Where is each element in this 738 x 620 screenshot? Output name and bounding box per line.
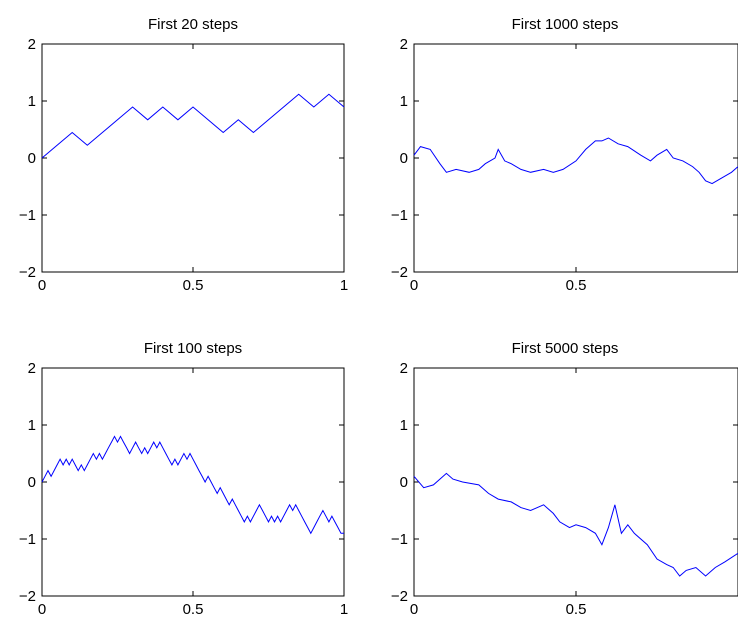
y-tick-label: −1	[391, 207, 408, 224]
y-tick-label: 2	[28, 36, 36, 53]
x-tick-label: 0.5	[566, 601, 587, 618]
y-tick-label: 1	[28, 417, 36, 434]
axis-ticks: −2 −1 0 1 2 0 0.5	[391, 36, 738, 294]
y-tick-label: 1	[400, 417, 408, 434]
y-tick-label: 1	[400, 93, 408, 110]
axis-ticks: −2 −1 0 1 2 0 0.5 1	[19, 36, 348, 294]
axis-ticks: −2 −1 0 1 2 0 0.5 1	[19, 360, 348, 618]
x-tick-label: 0.5	[183, 277, 204, 294]
panel-first-1000-steps: First 1000 steps −2 −1 0 1 2 0 0.5	[391, 16, 738, 294]
axes-box	[41, 43, 345, 273]
data-line	[413, 137, 738, 185]
y-tick-label: −2	[19, 588, 36, 605]
panel-title: First 1000 steps	[512, 16, 619, 33]
panel-title: First 100 steps	[144, 340, 242, 357]
y-tick-label: 2	[28, 360, 36, 377]
y-tick-label: −1	[19, 531, 36, 548]
y-tick-label: 2	[400, 36, 408, 53]
x-tick-label: 0	[410, 277, 418, 294]
x-tick-label: 0	[38, 601, 46, 618]
y-tick-label: −2	[391, 264, 408, 281]
x-tick-label: 1	[340, 601, 348, 618]
y-tick-label: −1	[391, 531, 408, 548]
axes-box	[41, 367, 345, 597]
x-tick-label: 0	[38, 277, 46, 294]
x-tick-label: 0.5	[183, 601, 204, 618]
x-tick-label: 0	[410, 601, 418, 618]
data-line	[41, 93, 345, 159]
panel-first-100-steps: First 100 steps −2 −1 0 1 2 0 0.5 1	[19, 340, 348, 618]
y-tick-label: −2	[19, 264, 36, 281]
panel-first-20-steps: First 20 steps −2 −1 0 1 2 0 0.5 1	[19, 16, 348, 294]
axis-ticks: −2 −1 0 1 2 0 0.5	[391, 360, 738, 618]
x-tick-label: 0.5	[566, 277, 587, 294]
y-tick-label: −2	[391, 588, 408, 605]
data-line	[41, 435, 344, 535]
y-tick-label: 0	[400, 474, 408, 491]
y-tick-label: 2	[400, 360, 408, 377]
y-tick-label: −1	[19, 207, 36, 224]
panel-title: First 20 steps	[148, 16, 238, 33]
x-tick-label: 1	[340, 277, 348, 294]
y-tick-label: 1	[28, 93, 36, 110]
data-line	[413, 472, 738, 577]
panel-first-5000-steps: First 5000 steps −2 −1 0 1 2 0 0.5	[391, 340, 738, 618]
y-tick-label: 0	[28, 474, 36, 491]
axes-box	[413, 43, 738, 273]
y-tick-label: 0	[28, 150, 36, 167]
panel-title: First 5000 steps	[512, 340, 619, 357]
y-tick-label: 0	[400, 150, 408, 167]
